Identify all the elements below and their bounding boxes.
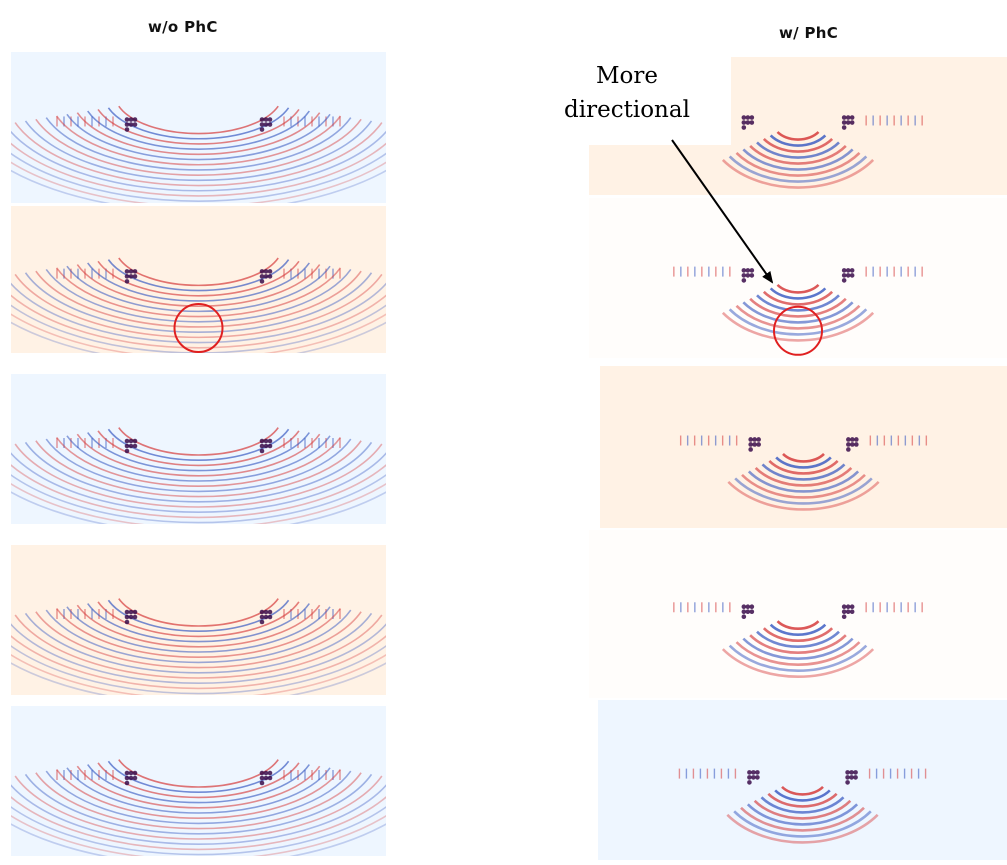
- field-panel-right-5: [598, 700, 1007, 860]
- field-plot: [598, 700, 1007, 860]
- field-plot: [11, 545, 386, 695]
- field-panel-right-2: [589, 198, 1007, 358]
- right-column-title: w/ PhC: [779, 24, 839, 42]
- annotation-line-2: directional: [564, 97, 690, 123]
- field-panel-left-3: [11, 374, 386, 524]
- field-panel-right-4: [589, 530, 1007, 698]
- field-plot: [11, 206, 386, 353]
- field-plot: [589, 198, 1007, 358]
- field-panel-right-3: [600, 366, 1007, 528]
- annotation-label: More directional: [523, 57, 731, 145]
- annotation-line-1: More: [595, 63, 658, 89]
- field-panel-left-1: [11, 52, 386, 203]
- field-plot: [600, 366, 1007, 528]
- field-panel-left-4: [11, 545, 386, 695]
- field-plot: [11, 374, 386, 524]
- field-panel-left-2: [11, 206, 386, 353]
- field-plot: [589, 530, 1007, 698]
- field-panel-left-5: [11, 706, 386, 856]
- field-plot: [11, 52, 386, 203]
- left-column-title: w/o PhC: [148, 18, 218, 36]
- field-plot: [11, 706, 386, 856]
